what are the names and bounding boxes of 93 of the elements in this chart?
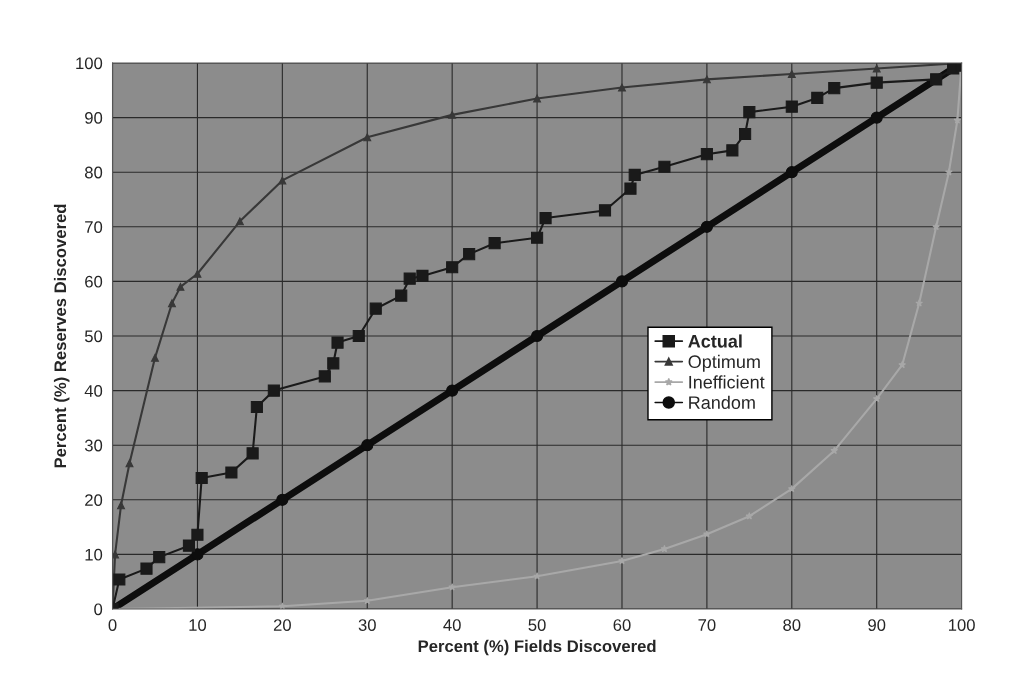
point xyxy=(369,302,382,315)
point xyxy=(167,299,176,308)
point xyxy=(785,166,798,179)
point xyxy=(743,106,756,119)
point xyxy=(278,176,287,185)
point xyxy=(250,400,263,414)
x-tick-label: 10 xyxy=(189,619,207,631)
point xyxy=(150,353,159,362)
point xyxy=(225,466,238,479)
point xyxy=(112,550,120,559)
point xyxy=(416,269,429,283)
y-tick-label: 60 xyxy=(85,275,103,288)
point xyxy=(235,217,244,226)
point xyxy=(352,329,365,343)
x-tick-label: 0 xyxy=(108,619,117,631)
x-tick-label: 20 xyxy=(273,619,291,631)
point xyxy=(531,231,544,244)
point xyxy=(617,83,626,92)
point xyxy=(182,539,196,552)
point xyxy=(785,100,798,113)
point xyxy=(176,282,185,291)
point xyxy=(446,261,459,274)
x-tick-label: 60 xyxy=(613,619,631,631)
point xyxy=(448,110,457,119)
point xyxy=(327,357,340,370)
legend-label: Optimum xyxy=(688,354,760,372)
y-axis-title: Percent (%) Reserves Discovered xyxy=(53,204,70,468)
point xyxy=(700,220,713,233)
point xyxy=(463,248,476,261)
point xyxy=(446,384,459,397)
point xyxy=(539,211,552,225)
y-tick-label: 70 xyxy=(85,221,103,233)
point xyxy=(702,75,711,84)
point xyxy=(267,384,280,397)
point xyxy=(618,556,626,565)
point xyxy=(898,360,907,369)
point xyxy=(930,73,943,86)
y-tick-label: 0 xyxy=(94,603,103,616)
y-tick-label: 10 xyxy=(85,548,103,561)
point xyxy=(403,272,416,285)
point xyxy=(872,64,881,73)
point xyxy=(872,394,881,403)
point xyxy=(193,269,202,278)
x-tick-label: 100 xyxy=(948,619,975,631)
x-tick-label: 90 xyxy=(868,619,886,631)
y-tick-label: 100 xyxy=(76,57,103,70)
x-tick-label: 70 xyxy=(698,619,716,631)
y-tick-label: 20 xyxy=(85,494,103,506)
point xyxy=(628,168,641,182)
point xyxy=(191,528,204,541)
point xyxy=(658,160,671,173)
point xyxy=(153,551,166,564)
x-axis-title: Percent (%) Fields Discovered xyxy=(418,639,656,656)
line-series xyxy=(112,63,962,609)
x-tick-label: 40 xyxy=(443,619,461,631)
point xyxy=(870,76,883,89)
point xyxy=(363,133,372,142)
point xyxy=(331,336,344,349)
y-tick-label: 90 xyxy=(85,112,103,124)
y-tick-label: 30 xyxy=(84,439,103,452)
point xyxy=(624,182,637,195)
point xyxy=(195,471,208,485)
point xyxy=(276,493,289,506)
legend-label: Actual xyxy=(688,334,742,348)
point xyxy=(615,275,629,288)
point xyxy=(828,82,841,95)
point xyxy=(361,439,374,452)
point xyxy=(811,91,824,105)
x-tick-label: 50 xyxy=(528,619,546,631)
y-tick-label: 40 xyxy=(84,385,103,397)
point xyxy=(140,562,153,575)
point xyxy=(700,148,713,161)
legend-label: Random xyxy=(689,395,755,409)
point xyxy=(246,447,259,460)
point xyxy=(191,548,204,561)
point xyxy=(318,370,331,383)
point xyxy=(870,111,883,124)
point xyxy=(531,329,544,343)
x-tick-label: 80 xyxy=(783,619,801,631)
legend-label: Inefficient xyxy=(689,375,765,389)
point xyxy=(787,69,796,78)
point xyxy=(726,144,739,157)
point xyxy=(113,573,126,586)
x-tick-label: 30 xyxy=(358,619,376,631)
point xyxy=(787,484,796,493)
point xyxy=(598,204,612,217)
point xyxy=(739,127,752,141)
point xyxy=(932,222,940,231)
point xyxy=(488,237,501,250)
y-tick-label: 80 xyxy=(85,166,103,179)
point xyxy=(395,289,408,302)
y-tick-label: 50 xyxy=(84,330,103,343)
point xyxy=(830,446,839,454)
